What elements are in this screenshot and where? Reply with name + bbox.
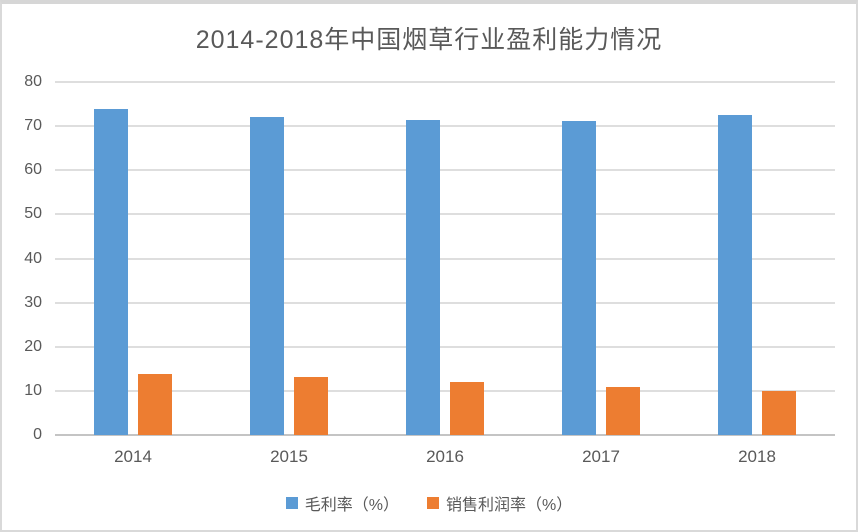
x-axis-label-2015: 2015 [270, 447, 308, 466]
y-axis-tick-label-10: 10 [24, 381, 42, 399]
bar-gross-margin-2014 [94, 109, 128, 435]
y-axis-tick-label-70: 70 [24, 117, 42, 135]
gridline-10 [55, 389, 835, 392]
y-axis-tick-label-20: 20 [24, 337, 42, 355]
legend-item-sales-profit-margin: 销售利润率（%） [427, 491, 572, 515]
bar-group-2018 [679, 82, 835, 435]
bar-group-2015 [211, 82, 367, 435]
bar-sales-profit-margin-2015 [294, 376, 328, 435]
y-axis-tick-label-30: 30 [24, 293, 42, 311]
bar-sales-profit-margin-2017 [606, 386, 640, 435]
bar-sales-profit-margin-2016 [450, 382, 484, 435]
bar-group-2014 [55, 82, 211, 435]
bar-group-2016 [367, 82, 523, 435]
y-axis-tick-label-80: 80 [24, 73, 42, 90]
gridline-20 [55, 345, 835, 348]
x-axis-label-2017: 2017 [582, 447, 620, 466]
bar-gross-margin-2015 [250, 117, 284, 435]
legend-swatch-icon [285, 497, 298, 509]
y-axis-tick-label-0: 0 [33, 426, 42, 443]
chart-title: 2014-2018年中国烟草行业盈利能力情况 [195, 26, 663, 54]
legend-item-gross-margin: 毛利率（%） [285, 491, 399, 515]
gridline-40 [55, 257, 835, 260]
bar-sales-profit-margin-2014 [138, 374, 172, 435]
x-axis-line [55, 434, 835, 436]
legend: 毛利率（%） 销售利润率（%） [2, 491, 856, 515]
bar-gross-margin-2018 [718, 114, 752, 435]
y-axis-tick-label-50: 50 [24, 205, 42, 223]
gridline-60 [55, 169, 835, 172]
bar-group-2017 [523, 82, 679, 435]
x-axis-label-2014: 2014 [114, 447, 152, 466]
bar-sales-profit-margin-2018 [762, 391, 796, 435]
y-axis-tick-label-60: 60 [24, 161, 42, 179]
legend-swatch-icon [427, 497, 439, 509]
x-axis-label-2018: 2018 [738, 447, 776, 466]
x-axis-label-2016: 2016 [426, 447, 464, 466]
gridline-80 [55, 81, 835, 83]
gridline-50 [55, 213, 835, 216]
gridline-70 [55, 125, 835, 128]
bar-gross-margin-2017 [562, 121, 596, 435]
legend-label: 销售利润率（%） [446, 497, 573, 514]
bar-gross-margin-2016 [406, 120, 440, 435]
legend-label: 毛利率（%） [304, 497, 399, 514]
gridline-30 [55, 301, 835, 304]
y-axis-tick-label-40: 40 [24, 249, 42, 267]
plot-area [55, 81, 835, 436]
